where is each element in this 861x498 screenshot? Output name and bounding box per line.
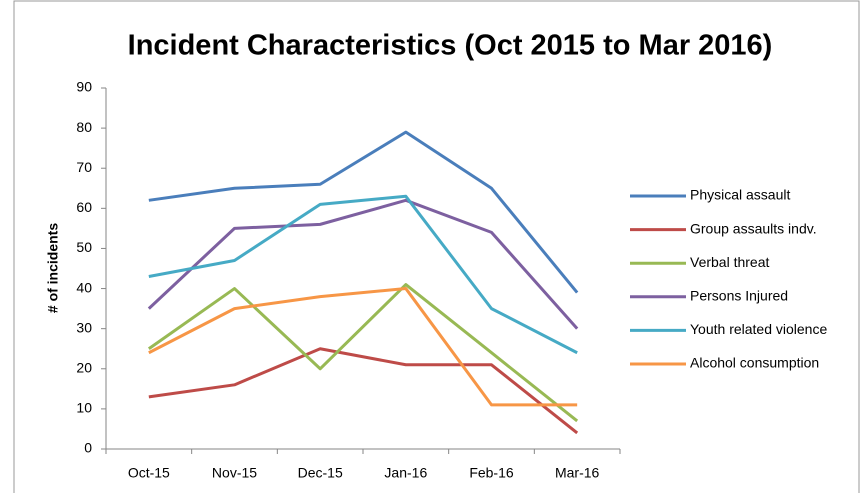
legend-label: Physical assault (690, 187, 790, 203)
legend-label: Group assaults indv. (690, 220, 817, 236)
series-line (148, 347, 579, 435)
y-tick-label: 20 (76, 359, 92, 375)
y-tick-label: 80 (76, 119, 92, 135)
y-tick-label: 40 (76, 279, 92, 295)
y-tick-label: 70 (76, 159, 92, 175)
chart-frame (13, 0, 860, 498)
series-line (148, 287, 578, 407)
y-axis-label: # of incidents (45, 223, 61, 313)
legend-label: Persons Injured (690, 288, 788, 304)
x-tick-label: Oct-15 (128, 465, 170, 481)
legend-label: Verbal threat (690, 254, 769, 270)
x-tick-label: Mar-16 (555, 465, 600, 481)
series-line (147, 283, 579, 423)
y-tick-label: 10 (76, 400, 92, 416)
y-tick-label: 30 (76, 319, 92, 335)
y-tick-label: 50 (76, 239, 92, 255)
y-tick-label: 90 (76, 79, 92, 95)
series-line (148, 130, 579, 294)
x-tick-label: Dec-15 (298, 465, 343, 481)
y-tick-label: 0 (84, 440, 92, 456)
y-tick-label: 60 (76, 199, 92, 215)
legend-label: Youth related violence (690, 321, 827, 337)
x-tick-label: Jan-16 (384, 465, 427, 481)
chart-title: Incident Characteristics (Oct 2015 to Ma… (128, 30, 773, 62)
x-tick-label: Feb-16 (469, 465, 514, 481)
series-line (148, 194, 578, 355)
legend-label: Alcohol consumption (690, 355, 819, 371)
series-line (147, 198, 579, 330)
x-tick-label: Nov-15 (212, 465, 257, 481)
